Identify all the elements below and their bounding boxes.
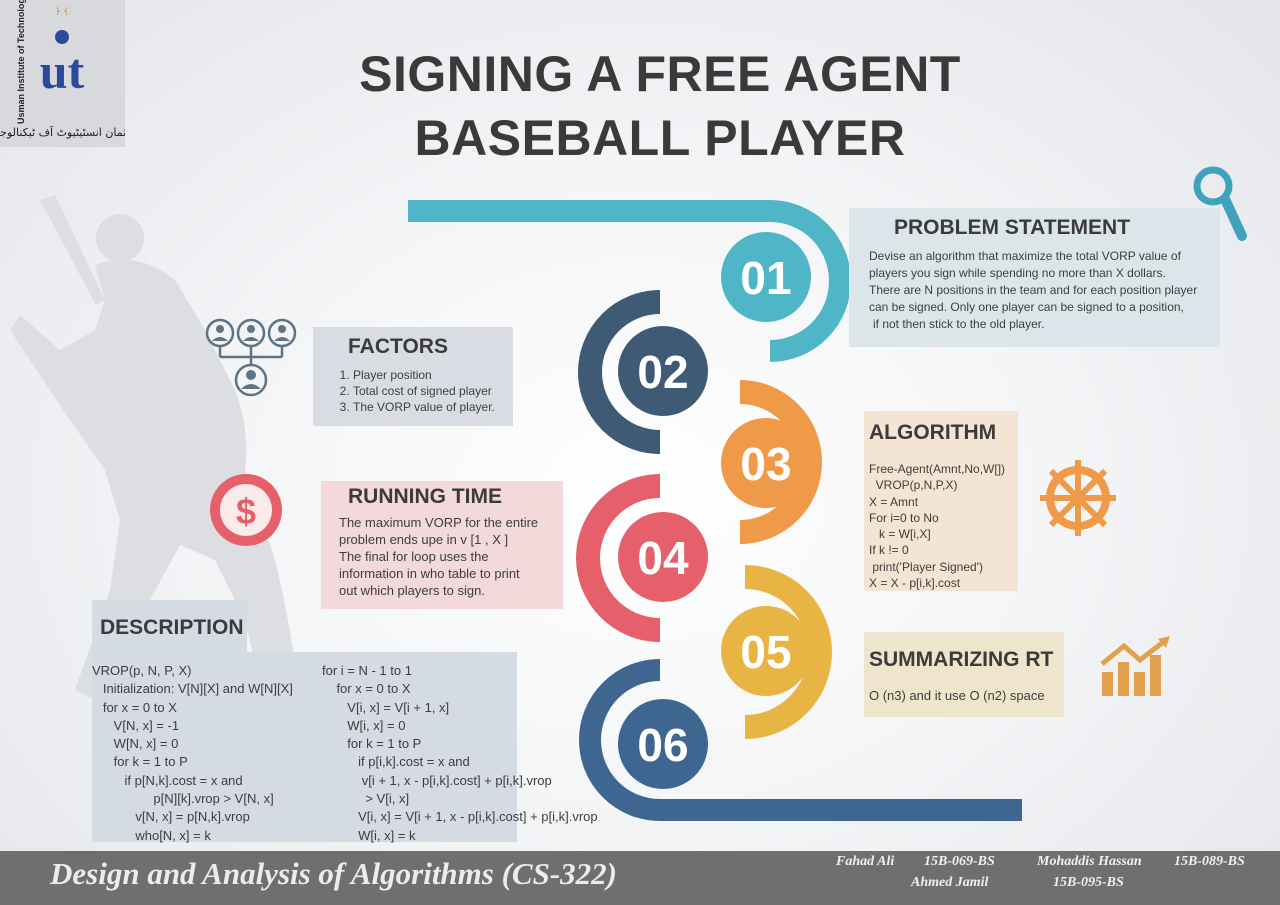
algorithm-line: Free-Agent(Amnt,No,W[]) xyxy=(869,462,1006,476)
dollar-icon: $ xyxy=(210,474,282,546)
code-line: if p[i,k].cost = x and xyxy=(322,754,470,770)
running-time-panel: RUNNING TIME The maximum VORP for the en… xyxy=(321,481,563,609)
running-time-line: out which players to sign. xyxy=(339,583,485,598)
running-time-line: problem ends upe in v [1 , X ] xyxy=(339,532,509,547)
running-time-heading: RUNNING TIME xyxy=(348,485,502,508)
algorithm-line: If k != 0 xyxy=(869,543,909,558)
logo-mark: ut xyxy=(40,43,85,99)
code-line: v[i + 1, x - p[i,k].cost] + p[i,k].vrop xyxy=(322,772,552,788)
algorithm-line: print('Player Signed') xyxy=(869,559,983,574)
student-name: Ahmed Jamil xyxy=(911,875,989,890)
factor-item: Total cost of signed player xyxy=(353,383,495,399)
title-line-1: SIGNING A FREE AGENT xyxy=(359,46,961,102)
code-line: W[N, x] = 0 xyxy=(92,736,179,752)
running-time-line: The final for loop uses the xyxy=(339,549,489,564)
running-time-text: The maximum VORP for the entire problem … xyxy=(339,514,561,599)
student-name: Fahad Ali xyxy=(836,854,895,869)
student-id: 15B-089-BS xyxy=(1174,854,1245,869)
problem-line: players you sign while spending no more … xyxy=(869,266,1166,280)
step-number-1: 01 xyxy=(740,252,791,304)
logo-graphic: ﴿ ﴾ ut Usman Institute of Technology Usm… xyxy=(0,0,133,139)
factor-item: The VORP value of player. xyxy=(353,399,495,415)
summarizing-rt-panel: SUMMARIZING RT O (n3) and it use O (n2) … xyxy=(864,632,1064,717)
factors-list: Player position Total cost of signed pla… xyxy=(333,367,495,415)
magnifier-icon xyxy=(1193,166,1247,241)
code-line: for k = 1 to P xyxy=(322,736,422,752)
factors-panel: FACTORS Player position Total cost of si… xyxy=(313,327,513,426)
svg-text:$: $ xyxy=(236,491,256,532)
step-number-6: 06 xyxy=(637,719,688,771)
step-number-2: 02 xyxy=(637,346,688,398)
gear-icon xyxy=(1040,460,1116,536)
algorithm-heading: ALGORITHM xyxy=(869,421,997,444)
summarizing-text: O (n3) and it use O (n2) space xyxy=(869,688,1045,703)
step-circle-2 xyxy=(618,326,708,416)
summarizing-heading: SUMMARIZING RT xyxy=(869,648,1054,671)
problem-line: There are N positions in the team and fo… xyxy=(869,283,1198,297)
problem-text: Devise an algorithm that maximize the to… xyxy=(869,248,1214,333)
code-line: p[N][k].vrop > V[N, x] xyxy=(92,791,274,807)
code-line: V[i, x] = V[i + 1, x - p[i,k].cost] + p[… xyxy=(322,809,598,825)
problem-heading: PROBLEM STATEMENT xyxy=(894,216,1131,239)
student-id: 15B-095-BS xyxy=(1053,875,1124,890)
code-line: for x = 0 to X xyxy=(92,699,177,715)
code-line: VROP(p, N, P, X) xyxy=(92,663,192,678)
batter-silhouette-icon xyxy=(10,195,300,705)
logo-urdu-name: عثمان انسٹیٹیوٹ آف ٹیکنالوجی xyxy=(0,125,125,139)
factors-heading: FACTORS xyxy=(348,335,448,358)
algorithm-line: For i=0 to No xyxy=(869,510,939,525)
code-line: for x = 0 to X xyxy=(322,681,411,697)
algorithm-line: VROP(p,N,P,X) xyxy=(869,478,958,493)
code-line: V[i, x] = V[i + 1, x] xyxy=(322,699,450,715)
running-time-line: information in who table to print xyxy=(339,566,520,581)
problem-line: Devise an algorithm that maximize the to… xyxy=(869,249,1181,263)
hierarchy-people-icon xyxy=(205,318,297,397)
code-line: V[N, x] = -1 xyxy=(92,717,180,733)
algorithm-panel: ALGORITHM Free-Agent(Amnt,No,W[]) VROP(p… xyxy=(864,411,1018,591)
description-heading: DESCRIPTION xyxy=(100,616,244,639)
code-line: for i = N - 1 to 1 xyxy=(322,663,412,678)
code-line: v[N, x] = p[N,k].vrop xyxy=(92,809,250,825)
institute-logo: ﴿ ﴾ ut Usman Institute of Technology Usm… xyxy=(0,0,133,147)
logo-name: Usman Institute of Technology xyxy=(16,0,26,124)
description-code-col-2: for i = N - 1 to 1 for x = 0 to X V[i, x… xyxy=(322,662,598,845)
step-circle-3 xyxy=(721,418,811,508)
description-code-col-1: VROP(p, N, P, X) Initialization: V[N][X]… xyxy=(92,662,293,845)
problem-statement-panel: PROBLEM STATEMENT Devise an algorithm th… xyxy=(849,208,1220,347)
code-line: > V[i, x] xyxy=(322,791,410,807)
bar-chart-up-icon xyxy=(1100,636,1170,696)
code-line: who[N, x] = k xyxy=(92,827,211,843)
problem-line: if not then stick to the old player. xyxy=(873,317,1045,331)
algorithm-line: k = W[i,X] xyxy=(869,527,931,542)
step-circle-4 xyxy=(618,512,708,602)
algorithm-line: X = Amnt xyxy=(869,494,919,509)
problem-line: can be signed. Only one player can be si… xyxy=(869,300,1184,314)
course-title: Design and Analysis of Algorithms (CS-32… xyxy=(50,856,617,891)
step-number-3: 03 xyxy=(740,438,791,490)
algorithm-code: Free-Agent(Amnt,No,W[]) VROP(p,N,P,X) X … xyxy=(869,461,1005,591)
description-heading-tab: DESCRIPTION xyxy=(92,600,247,654)
code-line: W[i, x] = 0 xyxy=(322,717,406,733)
running-time-line: The maximum VORP for the entire xyxy=(339,515,539,530)
description-panel xyxy=(92,652,517,842)
svg-text:﴿ ﴾: ﴿ ﴾ xyxy=(55,7,68,17)
code-line: if p[N,k].cost = x and xyxy=(92,772,243,788)
algorithm-line: X = X - p[i,k].cost xyxy=(869,576,961,591)
step-circle-1 xyxy=(721,232,811,322)
code-line: Initialization: V[N][X] and W[N][X] xyxy=(92,681,293,697)
page-title: SIGNING A FREE AGENT BASEBALL PLAYER xyxy=(300,42,1020,170)
step-number-5: 05 xyxy=(740,626,791,678)
code-line: W[i, x] = k xyxy=(322,827,416,843)
student-id: 15B-069-BS xyxy=(924,854,995,869)
title-line-2: BASEBALL PLAYER xyxy=(414,110,906,166)
step-circle-6 xyxy=(618,699,708,789)
factor-item: Player position xyxy=(353,367,495,383)
student-name: Mohaddis Hassan xyxy=(1037,854,1142,869)
step-circle-5 xyxy=(721,606,811,696)
code-line: for k = 1 to P xyxy=(92,754,188,770)
footer-bar xyxy=(0,851,1280,905)
step-number-4: 04 xyxy=(637,532,689,584)
